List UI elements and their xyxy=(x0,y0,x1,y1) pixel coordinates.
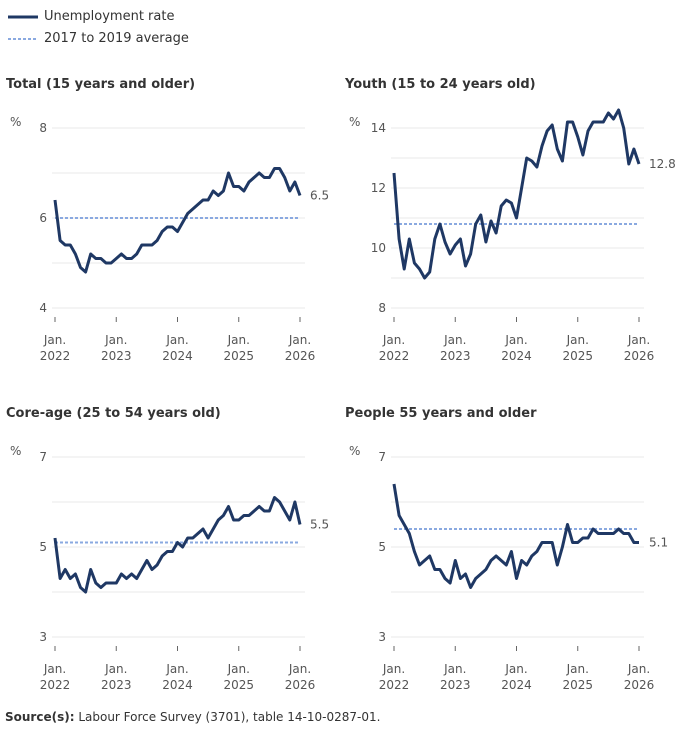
y-unit-label: % xyxy=(349,444,360,458)
x-tick-label: Jan. xyxy=(443,662,466,676)
x-tick-label: 2022 xyxy=(379,349,410,363)
x-tick-label: Jan. xyxy=(504,662,527,676)
last-value-label: 6.5 xyxy=(310,189,329,203)
x-tick-label: 2023 xyxy=(440,349,471,363)
y-tick-label: 3 xyxy=(378,630,386,644)
x-tick-label: Jan. xyxy=(227,333,250,347)
chart-panel: Total (15 years and older)% 4 6 8 Jan. 2022 Ja… xyxy=(6,77,329,363)
x-tick-label: Jan. xyxy=(627,662,650,676)
legend-average: 2017 to 2019 average xyxy=(8,31,189,46)
y-unit-label: % xyxy=(10,115,21,129)
y-tick-label: 4 xyxy=(39,301,47,315)
chart-title: Youth (15 to 24 years old) xyxy=(344,77,536,92)
y-tick-label: 3 xyxy=(39,630,47,644)
chart-panel: Core-age (25 to 54 years old)% 3 5 7 Jan. 202… xyxy=(6,406,329,692)
source-text: Labour Force Survey (3701), table 14-10-… xyxy=(74,710,381,724)
x-tick-label: 2022 xyxy=(40,349,71,363)
x-tick-label: 2023 xyxy=(101,349,132,363)
unemployment-rate-line xyxy=(53,496,302,594)
x-tick-label: Jan. xyxy=(43,333,66,347)
chart-panel: People 55 years and older% 3 5 7 Jan. 2022 Jan… xyxy=(345,406,668,692)
legend-series-swatch xyxy=(8,15,38,18)
x-tick-label: Jan. xyxy=(566,333,589,347)
y-tick-label: 7 xyxy=(39,450,47,464)
x-tick-label: 2026 xyxy=(624,678,655,692)
x-tick-label: 2026 xyxy=(624,349,655,363)
legend-average-label: 2017 to 2019 average xyxy=(44,31,189,46)
legend-series: Unemployment rate xyxy=(8,9,174,24)
last-value-label: 12.8 xyxy=(649,157,675,171)
x-tick-label: 2026 xyxy=(285,349,316,363)
y-tick-label: 6 xyxy=(39,211,47,225)
y-unit-label: % xyxy=(349,115,360,129)
x-tick-label: Jan. xyxy=(104,662,127,676)
x-tick-label: Jan. xyxy=(627,333,650,347)
chart-title: Total (15 years and older) xyxy=(6,77,195,92)
x-tick-label: 2025 xyxy=(223,678,254,692)
y-tick-label: 10 xyxy=(371,241,386,255)
unemployment-rate-line xyxy=(392,483,639,589)
y-tick-label: 7 xyxy=(378,450,386,464)
chart-panel: Youth (15 to 24 years old)% 8 10 12 14 Jan. 20… xyxy=(344,77,675,363)
x-tick-label: Jan. xyxy=(504,333,527,347)
unemployment-rate-line xyxy=(53,167,302,274)
x-tick-label: 2023 xyxy=(101,678,132,692)
x-tick-label: 2022 xyxy=(40,678,71,692)
chart-title: Core-age (25 to 54 years old) xyxy=(6,406,221,421)
x-tick-label: 2025 xyxy=(562,349,593,363)
y-tick-label: 5 xyxy=(39,540,47,554)
x-tick-label: Jan. xyxy=(288,333,311,347)
last-value-label: 5.5 xyxy=(310,518,329,532)
y-tick-label: 12 xyxy=(371,181,386,195)
x-tick-label: Jan. xyxy=(443,333,466,347)
x-tick-label: Jan. xyxy=(227,662,250,676)
y-tick-label: 14 xyxy=(371,121,386,135)
chart-title: People 55 years and older xyxy=(345,406,537,421)
y-tick-label: 8 xyxy=(378,301,386,315)
x-tick-label: Jan. xyxy=(165,662,188,676)
y-tick-label: 5 xyxy=(378,540,386,554)
source-label: Source(s): xyxy=(5,710,75,724)
legend-average-swatch xyxy=(8,37,38,40)
x-tick-label: Jan. xyxy=(43,662,66,676)
x-tick-label: Jan. xyxy=(382,333,405,347)
last-value-label: 5.1 xyxy=(649,536,668,550)
y-unit-label: % xyxy=(10,444,21,458)
x-tick-label: 2024 xyxy=(162,678,193,692)
x-tick-label: Jan. xyxy=(165,333,188,347)
x-tick-label: Jan. xyxy=(566,662,589,676)
legend-series-label: Unemployment rate xyxy=(44,9,175,24)
unemployment-rate-line xyxy=(392,108,641,280)
x-tick-label: 2022 xyxy=(379,678,410,692)
x-tick-label: 2025 xyxy=(223,349,254,363)
x-tick-label: 2024 xyxy=(501,349,532,363)
x-tick-label: 2024 xyxy=(501,678,532,692)
x-tick-label: Jan. xyxy=(288,662,311,676)
source-note: Source(s): Labour Force Survey (3701), t… xyxy=(5,710,380,724)
y-tick-label: 8 xyxy=(39,121,47,135)
x-tick-label: 2026 xyxy=(285,678,316,692)
x-tick-label: Jan. xyxy=(382,662,405,676)
x-tick-label: Jan. xyxy=(104,333,127,347)
x-tick-label: 2025 xyxy=(562,678,593,692)
x-tick-label: 2024 xyxy=(162,349,193,363)
x-tick-label: 2023 xyxy=(440,678,471,692)
